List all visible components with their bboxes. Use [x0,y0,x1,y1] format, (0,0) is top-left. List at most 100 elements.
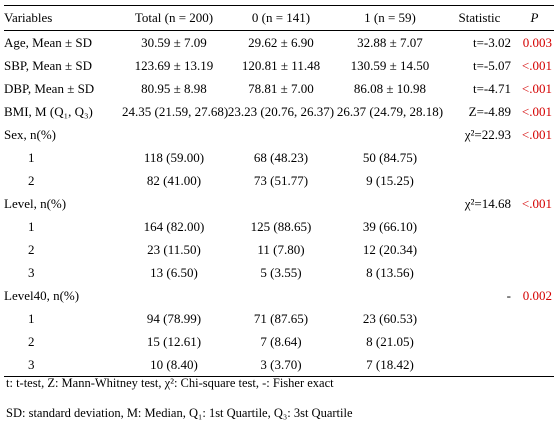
cell-p-value [515,353,554,377]
table-row: DBP, Mean ± SD 80.95 ± 8.98 78.81 ± 7.00 86… [4,77,554,100]
cell-group1: 8 (13.56) [366,265,414,280]
footnote-tests: t: t-test, Z: Mann-Whitney test, χ²: Chi… [6,376,334,390]
cell-group1: 39 (66.10) [362,219,418,234]
cell-group0: 78.81 ± 7.00 [248,81,314,96]
footnote-abbreviations: SD: standard deviation, M: Median, Q₁: 1… [6,406,353,420]
cell-group1 [336,123,444,146]
header-variables: Variables [4,10,53,25]
cell-p-value [515,169,554,192]
row-label: 2 [28,334,35,349]
cell-group0 [226,123,336,146]
cell-statistic: χ²=14.68 [464,196,511,211]
cell-group0: 5 (3.55) [260,265,302,280]
cell-group0: 11 (7.80) [257,242,305,257]
cell-total: 30.59 ± 7.09 [141,35,207,50]
table-row: 2 15 (12.61) 7 (8.64) 8 (21.05) [4,330,554,353]
cell-statistic [444,215,515,238]
cell-statistic: t=-4.71 [472,81,511,96]
table-row: SBP, Mean ± SD 123.69 ± 13.19 120.81 ± 11.… [4,54,554,77]
cell-total [122,192,226,215]
cell-total [122,284,226,307]
cell-group1: 86.08 ± 10.98 [353,81,427,96]
cell-group0: 120.81 ± 11.48 [241,58,321,73]
cell-p-value: <.001 [521,81,552,96]
row-label: Age, Mean ± SD [4,35,93,50]
cell-total: 15 (12.61) [146,334,202,349]
cell-p-value [515,307,554,330]
cell-group0 [226,284,336,307]
cell-total: 80.95 ± 8.98 [141,81,207,96]
cell-group1: 8 (21.05) [366,334,414,349]
header-p: P [530,10,539,25]
cell-group1: 7 (18.42) [366,357,414,372]
cell-group1 [336,192,444,215]
cell-p-value: 0.002 [522,288,552,303]
cell-statistic: t=-3.02 [472,35,511,50]
cell-group1: 50 (84.75) [362,150,418,165]
table-row: 1 94 (78.99) 71 (87.65) 23 (60.53) [4,307,554,330]
cell-p-value: <.001 [521,58,552,73]
table-row: 2 82 (41.00) 73 (51.77) 9 (15.25) [4,169,554,192]
cell-group1: 32.88 ± 7.07 [357,35,423,50]
cell-statistic [444,261,515,284]
cell-total: 13 (6.50) [150,265,198,280]
cell-group1: 23 (60.53) [362,311,418,326]
cell-statistic: χ²=22.93 [464,127,511,142]
cell-group0: 125 (88.65) [250,219,312,234]
cell-p-value: <.001 [521,104,552,119]
cell-total: 164 (82.00) [143,219,205,234]
table-body: Age, Mean ± SD 30.59 ± 7.09 29.62 ± 6.90 32… [4,31,554,377]
header-statistic: Statistic [458,10,501,25]
row-label: Level, n(%) [4,196,67,211]
cell-p-value: 0.003 [522,35,552,50]
cell-p-value [515,261,554,284]
cell-total: 23 (11.50) [147,242,201,257]
row-label: Level40, n(%) [4,288,80,303]
cell-total: 10 (8.40) [150,357,198,372]
cell-group1 [336,284,444,307]
cell-total: 82 (41.00) [146,173,202,188]
cell-group0: 29.62 ± 6.90 [248,35,314,50]
row-label: 3 [28,265,35,280]
cell-statistic [444,146,515,169]
cell-total [122,123,226,146]
cell-group1: 26.37 (24.79, 28.18) [336,104,444,119]
row-label: 1 [28,219,35,234]
cell-statistic [444,307,515,330]
cell-statistic: t=-5.07 [472,58,511,73]
row-label: SBP, Mean ± SD [4,58,93,73]
table-header-row: Variables Total (n = 200) 0 (n = 141) 1 … [4,5,554,31]
table-row: Level40, n(%) -0.002 [4,284,554,307]
cell-group0: 23.23 (20.76, 26.37) [227,104,335,119]
header-group1: 1 (n = 59) [364,10,416,25]
cell-group0: 73 (51.77) [253,173,309,188]
table-row: 1 118 (59.00) 68 (48.23) 50 (84.75) [4,146,554,169]
cell-p-value [515,215,554,238]
cell-p-value: <.001 [521,196,552,211]
row-label: BMI, M (Q₁, Q₃) [4,104,93,119]
cell-p-value [515,238,554,261]
cell-statistic [444,238,515,261]
cell-group0: 3 (3.70) [260,357,302,372]
table-row: 1 164 (82.00) 125 (88.65) 39 (66.10) [4,215,554,238]
cell-group1: 12 (20.34) [362,242,418,257]
row-label: 2 [28,173,35,188]
row-label: DBP, Mean ± SD [4,81,95,96]
cell-p-value [515,146,554,169]
statistics-table: Variables Total (n = 200) 0 (n = 141) 1 … [4,5,554,377]
cell-group1: 9 (15.25) [366,173,414,188]
row-label: Sex, n(%) [4,127,56,142]
cell-total: 123.69 ± 13.19 [134,58,214,73]
table-row: 3 10 (8.40) 3 (3.70) 7 (18.42) [4,353,554,377]
cell-p-value: <.001 [521,127,552,142]
row-label: 3 [28,357,35,372]
cell-statistic [444,169,515,192]
cell-group0 [226,192,336,215]
table-row: Age, Mean ± SD 30.59 ± 7.09 29.62 ± 6.90 32… [4,31,554,55]
cell-statistic [444,330,515,353]
cell-group1: 130.59 ± 14.50 [350,58,430,73]
cell-statistic: - [506,288,511,303]
table-row: Sex, n(%) χ²=22.93 <.001 [4,123,554,146]
cell-statistic: Z=-4.89 [468,104,511,119]
row-label: 1 [28,150,35,165]
